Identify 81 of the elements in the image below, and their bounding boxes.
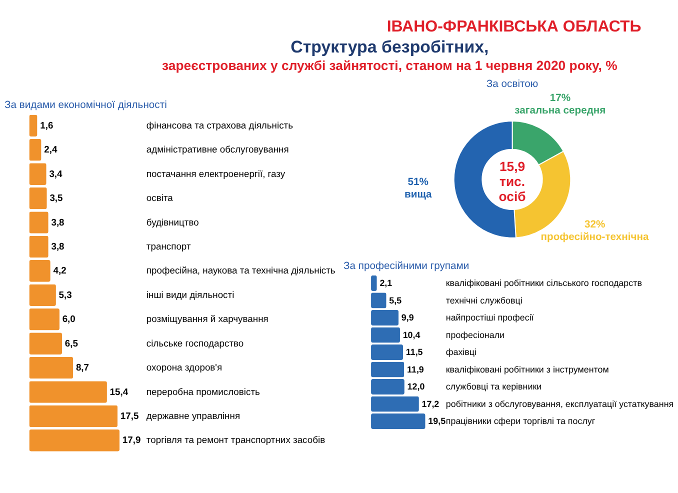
bar [29, 187, 47, 210]
data-label: 11,5 [406, 347, 423, 358]
data-label: 17,5 [120, 410, 139, 422]
data-label: 17% [550, 93, 571, 104]
y-tick-label: транспорт [146, 240, 192, 252]
y-tick-label: робітники з обслуговування, експлуатації устаткування [446, 398, 674, 409]
data-label: 11,9 [406, 364, 424, 374]
bar [29, 163, 46, 185]
y-tick-label: найпростіші професії [446, 312, 534, 323]
chart-title: За професійними групами [344, 260, 470, 272]
data-label: 1,6 [40, 119, 54, 130]
slice-label: загальна середня [514, 105, 606, 116]
y-tick-label: інші види діяльності [146, 288, 234, 300]
y-tick-label: кваліфіковані робітники з інструментом [446, 364, 609, 374]
data-label: 19,5 [428, 416, 446, 426]
data-label: 2,4 [44, 144, 58, 155]
y-tick-label: кваліфіковані робітники сільського господарств [446, 278, 642, 288]
bar [29, 236, 48, 258]
data-label: 3,4 [49, 168, 64, 179]
text: зареєстрованих у службі зайнятості, станом на 1 червня 2020 року, % [162, 58, 618, 74]
data-label: 5,5 [389, 295, 402, 306]
y-tick-label: професійна, наукова та технічна діяльність [146, 264, 336, 276]
y-tick-label: будівництво [146, 216, 199, 228]
bar [29, 332, 62, 354]
bar [371, 378, 404, 395]
y-tick-label: адміністративне обслуговування [146, 144, 289, 155]
data-label: 15,4 [110, 386, 129, 397]
y-tick-label: службовці та керівники [446, 382, 542, 392]
bar [29, 405, 118, 428]
bar [371, 344, 404, 360]
y-tick-label: постачання електроенергії, газу [146, 168, 286, 179]
data-label: 17,2 [422, 398, 440, 409]
y-tick-label: фахівці [446, 347, 477, 358]
y-tick-label: працівники сфери торгівлі та послуг [446, 416, 596, 426]
data-label: 32% [584, 220, 606, 231]
data-label: 3,5 [50, 192, 63, 204]
y-tick-label: професіонали [446, 330, 505, 340]
bar [29, 114, 38, 137]
data-label: 6,5 [64, 337, 78, 348]
bar [29, 212, 48, 234]
bar [371, 362, 404, 378]
y-tick-label: технічні службовці [446, 295, 522, 306]
data-label: 8,7 [76, 362, 90, 373]
chart-title: За освітою [486, 79, 538, 90]
data-label: 12,0 [407, 382, 425, 392]
bar [371, 310, 399, 326]
data-label: 2,1 [380, 278, 392, 288]
bar [29, 284, 56, 306]
bar [371, 414, 426, 430]
bar [371, 396, 419, 412]
data-label: 9,9 [401, 312, 414, 323]
data-label: 3,8 [51, 240, 64, 252]
y-tick-label: державне управління [146, 410, 240, 422]
bar [29, 138, 42, 161]
y-tick-label: торгівля та ремонт транспортних засобів [146, 434, 326, 446]
data-label: 6,0 [62, 313, 76, 324]
bar [29, 430, 120, 452]
bar [29, 381, 107, 403]
bar [371, 292, 386, 308]
chart-title: За видами економічної діяльності [4, 100, 167, 111]
data-label: 10,4 [402, 330, 420, 340]
text: 15,9 тис. осіб [498, 158, 526, 204]
text: ІВАНО-ФРАНКІВСЬКА ОБЛАСТЬ [386, 18, 642, 36]
y-tick-label: фінансова та страхова діяльність [146, 119, 294, 130]
bar [29, 356, 74, 379]
y-tick-label: розміщування й харчування [146, 313, 268, 324]
bar [29, 308, 60, 330]
data-label: 3,8 [51, 216, 64, 228]
bar [371, 327, 400, 343]
bar [29, 260, 50, 282]
text: Структура безробітних, [290, 37, 489, 56]
y-tick-label: переробна промисловість [146, 386, 260, 397]
data-label: 51% [408, 177, 428, 188]
data-label: 17,9 [122, 434, 141, 446]
slice-label: професійно-технічна [540, 232, 650, 243]
y-tick-label: освіта [146, 192, 174, 204]
y-tick-label: сільське господарство [146, 337, 244, 348]
slice-label: вища [404, 189, 432, 200]
data-label: 5,3 [58, 288, 72, 300]
data-label: 4,2 [53, 264, 66, 276]
y-tick-label: охорона здоров'я [146, 362, 222, 373]
